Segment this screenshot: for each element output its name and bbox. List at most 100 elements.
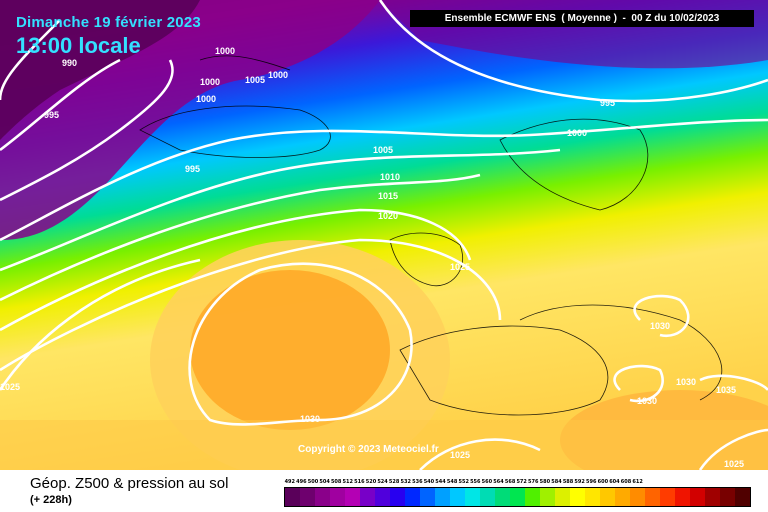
- legend-tick: 496: [296, 479, 307, 485]
- legend-swatch: [540, 488, 555, 506]
- isobar-label: 1010: [380, 172, 400, 182]
- legend-swatch: [375, 488, 390, 506]
- legend-tick: 560: [481, 479, 493, 485]
- high-pressure-core: [190, 270, 390, 430]
- legend-swatch: [495, 488, 510, 506]
- legend-tick: 568: [504, 479, 516, 485]
- legend-swatch: [735, 488, 750, 506]
- legend-swatch: [600, 488, 615, 506]
- legend-swatch: [285, 488, 300, 506]
- map-canvas: 990 995 1000 1000 1000 1005 1000 995 995…: [0, 0, 768, 470]
- legend-swatch: [720, 488, 735, 506]
- legend-tick: 612: [632, 479, 643, 485]
- legend-tick-labels: 492 496 500 504 508 512 516 520 524 528 532 536 540 5…: [284, 479, 751, 485]
- isobar-label: 1000: [200, 77, 220, 87]
- legend-tick: 548: [446, 479, 458, 485]
- legend-tick: 556: [470, 479, 481, 485]
- legend-tick: 512: [342, 479, 353, 485]
- legend-swatch: [315, 488, 330, 506]
- isobar-labels: 990 995 1000 1000 1000 1005 1000 995 995…: [0, 46, 744, 469]
- legend-swatch: [585, 488, 600, 506]
- isobar-label: 1020: [378, 211, 398, 221]
- legend-swatch: [450, 488, 465, 506]
- field-title: Géop. Z500 & pression au sol: [30, 475, 229, 492]
- forecast-map: 990 995 1000 1000 1000 1005 1000 995 995…: [0, 0, 768, 470]
- isobar-label: 995: [185, 164, 200, 174]
- legend-tick: 528: [388, 479, 400, 485]
- isobar-label: 1015: [378, 191, 398, 201]
- legend-tick: 508: [330, 479, 342, 485]
- isobar-label: 1000: [196, 94, 216, 104]
- legend-swatch: [480, 488, 495, 506]
- isobar-label: 1035: [716, 385, 736, 395]
- legend-swatch: [690, 488, 705, 506]
- legend-swatch: [465, 488, 480, 506]
- legend-swatch: [570, 488, 585, 506]
- legend-tick: 596: [586, 479, 597, 485]
- legend-tick: 500: [307, 479, 319, 485]
- legend-tick: 564: [493, 479, 504, 485]
- legend-swatch: [705, 488, 720, 506]
- legend-swatch: [630, 488, 645, 506]
- isobar-label: 1005: [373, 145, 393, 155]
- legend-tick: 600: [597, 479, 609, 485]
- isobar-label: 1025: [450, 262, 470, 272]
- legend-tick: 580: [539, 479, 551, 485]
- legend-swatch: [615, 488, 630, 506]
- model-info-banner: Ensemble ECMWF ENS ( Moyenne ) - 00 Z du…: [410, 10, 754, 27]
- legend-tick: 576: [528, 479, 539, 485]
- legend-tick: 592: [574, 479, 585, 485]
- legend-swatch: [645, 488, 660, 506]
- legend-color-bar: [284, 487, 751, 507]
- legend-tick: 588: [562, 479, 574, 485]
- legend-tick: 492: [284, 479, 296, 485]
- legend-swatch: [390, 488, 405, 506]
- legend-swatch: [660, 488, 675, 506]
- isobar-label: 1025: [450, 450, 470, 460]
- legend-tick: 544: [435, 479, 446, 485]
- isobar-label: 1030: [676, 377, 696, 387]
- lead-time: (+ 228h): [30, 494, 72, 506]
- legend-tick: 608: [620, 479, 632, 485]
- forecast-date: Dimanche 19 février 2023: [16, 14, 201, 31]
- footer-bar: Géop. Z500 & pression au sol (+ 228h) 49…: [0, 470, 768, 512]
- isobar-label: 1025: [724, 459, 744, 469]
- legend-tick: 536: [412, 479, 423, 485]
- legend-swatch: [435, 488, 450, 506]
- legend-tick: 540: [423, 479, 435, 485]
- isobar-label: 1000: [567, 128, 587, 138]
- copyright-notice: Copyright © 2023 Meteociel.fr: [298, 444, 439, 455]
- legend-swatch: [510, 488, 525, 506]
- legend-tick: 504: [319, 479, 330, 485]
- isobar-label: 1000: [215, 46, 235, 56]
- deep-low-core: [0, 0, 200, 140]
- legend-tick: 604: [609, 479, 620, 485]
- isobar-label: 995: [44, 110, 59, 120]
- isobar-label: 990: [62, 58, 77, 68]
- isobar-label: 1005: [245, 75, 265, 85]
- legend-swatch: [300, 488, 315, 506]
- legend-swatch: [330, 488, 345, 506]
- color-legend: 492 496 500 504 508 512 516 520 524 528 532 536 540 5…: [284, 479, 751, 507]
- forecast-time: 13:00 locale: [16, 33, 141, 58]
- legend-swatch: [675, 488, 690, 506]
- isobar-label: 995: [600, 98, 615, 108]
- legend-swatch: [525, 488, 540, 506]
- legend-tick: 520: [365, 479, 377, 485]
- legend-tick: 584: [551, 479, 562, 485]
- legend-swatch: [405, 488, 420, 506]
- legend-tick: 532: [400, 479, 411, 485]
- legend-swatch: [420, 488, 435, 506]
- legend-tick: 524: [377, 479, 388, 485]
- legend-swatch: [345, 488, 360, 506]
- isobars: [419, 428, 768, 470]
- legend-swatch: [360, 488, 375, 506]
- isobar-label: 1030: [300, 414, 320, 424]
- isobar-label: 1030: [650, 321, 670, 331]
- isobar-label: 1025: [0, 382, 20, 392]
- legend-tick: 572: [516, 479, 527, 485]
- legend-swatch: [555, 488, 570, 506]
- legend-tick: 516: [354, 479, 365, 485]
- legend-tick: 552: [458, 479, 469, 485]
- isobar-label: 1000: [268, 70, 288, 80]
